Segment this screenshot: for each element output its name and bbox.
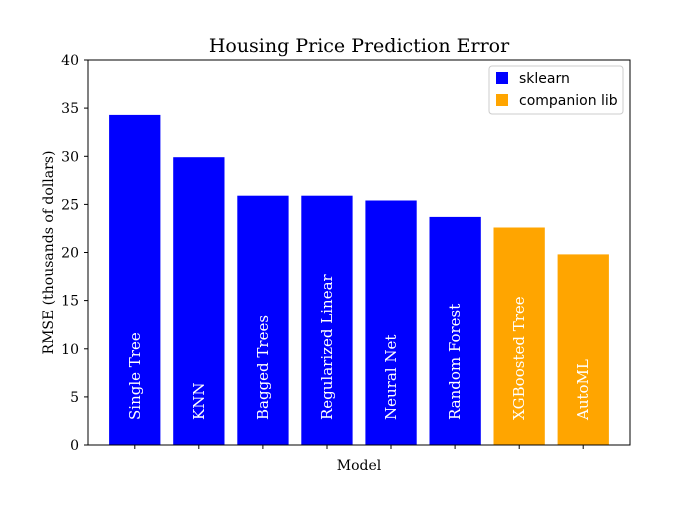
bars-group — [109, 114, 609, 446]
bar-labels-group: Single Tree KNN Bagged Trees Regularized Li… — [126, 273, 592, 421]
chart-title: Housing Price Prediction Error — [209, 35, 510, 57]
y-tick-label: 15 — [61, 294, 79, 310]
y-tick-label: 40 — [61, 53, 79, 69]
legend-swatch-sklearn — [496, 72, 508, 84]
bar-automl — [557, 254, 609, 445]
y-tick-label: 25 — [61, 197, 79, 213]
bar-single-tree — [109, 114, 161, 446]
bar-label-automl: AutoML — [574, 359, 592, 421]
bar-neural-net — [365, 200, 417, 445]
x-axis-label: Model — [337, 458, 382, 474]
y-tick-label: 5 — [70, 390, 79, 406]
bar-knn — [173, 157, 225, 445]
bar-bagged-trees — [237, 195, 289, 445]
legend-frame — [488, 65, 624, 115]
y-tick-label: 0 — [70, 438, 79, 454]
bar-label-regularized-linear: Regularized Linear — [318, 273, 336, 420]
legend: sklearn companion lib — [488, 65, 624, 115]
legend-label-sklearn: sklearn — [519, 71, 570, 87]
bar-label-xgboosted-tree: XGBoosted Tree — [510, 296, 528, 420]
bar-xgboosted-tree — [493, 227, 545, 445]
x-axis-ticks — [134, 445, 584, 449]
y-tick-label: 10 — [61, 342, 79, 358]
bar-label-random-forest: Random Forest — [446, 304, 464, 420]
y-tick-label: 35 — [61, 101, 79, 117]
legend-label-companion-lib: companion lib — [519, 93, 618, 109]
y-axis-label: RMSE (thousands of dollars) — [41, 151, 57, 355]
bar-label-bagged-trees: Bagged Trees — [254, 315, 272, 420]
bar-random-forest — [429, 216, 481, 445]
bar-label-neural-net: Neural Net — [382, 335, 400, 420]
legend-swatch-companion-lib — [496, 94, 508, 106]
plot-frame — [87, 59, 631, 446]
y-tick-label: 20 — [61, 246, 79, 262]
bar-label-single-tree: Single Tree — [126, 332, 144, 420]
y-tick-label: 30 — [61, 149, 79, 165]
bar-label-knn: KNN — [190, 383, 208, 420]
bar-regularized-linear — [301, 195, 353, 445]
y-axis-ticks: 0 5 10 15 20 25 30 35 40 — [61, 53, 88, 454]
